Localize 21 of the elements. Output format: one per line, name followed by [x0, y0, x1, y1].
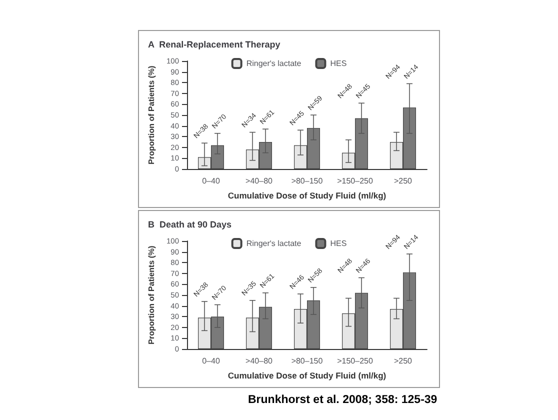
- x-tick-label: 0–40: [202, 176, 220, 186]
- x-tick-label: >80–150: [291, 356, 324, 366]
- text: Brunkhorst et al. 2008; 358: 125-39: [248, 394, 438, 406]
- legend-label: Ringer's lactate: [246, 59, 302, 68]
- x-tick-label: 0–40: [202, 356, 220, 366]
- x-tick-label: >150–250: [337, 176, 374, 186]
- x-axis-title: Cumulative Dose of Study Fluid (ml/kg): [228, 370, 386, 380]
- x-tick-label: >150–250: [337, 356, 374, 366]
- y-axis-title: Proportion of Patients (%): [147, 245, 156, 344]
- legend-label: HES: [330, 59, 347, 68]
- x-tick-label: >250: [394, 356, 413, 366]
- x-axis-title: Cumulative Dose of Study Fluid (ml/kg): [228, 190, 386, 200]
- legend-label: Ringer's lactate: [246, 239, 302, 248]
- chart-title: A Renal-Replacement Therapy: [148, 40, 280, 50]
- x-tick-label: >40–80: [246, 356, 274, 366]
- x-tick-label: >80–150: [291, 176, 324, 186]
- legend-label: HES: [330, 239, 347, 248]
- x-tick-label: >40–80: [246, 176, 274, 186]
- x-tick-label: >250: [394, 176, 413, 186]
- chart-title: B Death at 90 Days: [148, 220, 232, 230]
- y-axis-title: Proportion of Patients (%): [147, 65, 156, 164]
